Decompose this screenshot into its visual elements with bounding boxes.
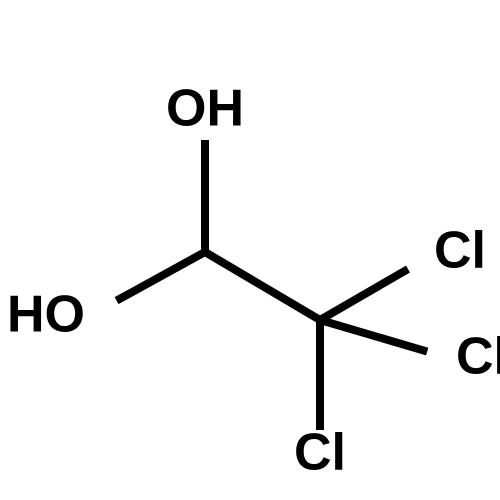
atom-label-Cl_up: Cl	[434, 222, 486, 280]
bond	[205, 252, 320, 320]
atom-label-OH_up: OH	[166, 80, 244, 138]
atom-label-Cl_dn: Cl	[294, 424, 346, 482]
atom-label-OH_lf: HO	[7, 286, 85, 344]
bond	[117, 252, 205, 301]
bond	[320, 269, 408, 320]
bonds-group	[117, 140, 428, 430]
bond	[320, 320, 427, 352]
chemical-structure: OH HO Cl Cl Cl	[0, 0, 500, 500]
atom-label-Cl_rt: Cl	[456, 328, 500, 386]
